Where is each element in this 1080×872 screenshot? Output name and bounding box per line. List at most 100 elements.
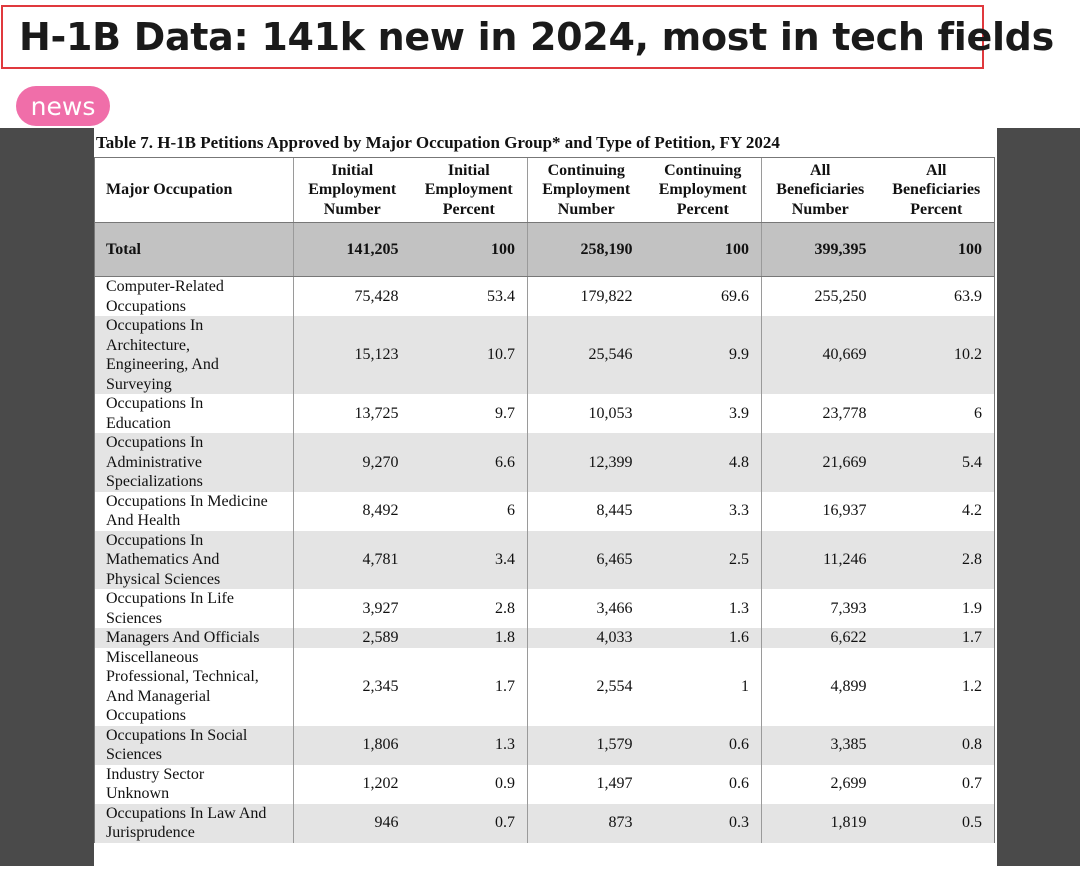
occupation-label-line: Education	[106, 414, 171, 432]
column-header-text: Beneficiaries	[776, 181, 865, 199]
cell-continuing-percent: 3.3	[729, 502, 749, 520]
table-row: Occupations In Social Sciences 1,806 1.3 1,5…	[94, 725, 995, 765]
column-header-text: Beneficiaries	[892, 181, 981, 199]
occupation-label-line: Unknown	[106, 785, 170, 802]
column-header-text: All	[810, 161, 831, 179]
occupation-cell: Occupations In Education	[94, 394, 294, 433]
occupation-label-line: Administrative	[106, 453, 202, 471]
occupation-table: Major Occupation Initial Employment Number I…	[94, 157, 995, 843]
column-header-initial-percent: Initial Employment Percent	[410, 157, 528, 223]
cell-all-number: 2,699	[761, 764, 879, 804]
total-cell-continuing-percent: 100	[644, 222, 762, 277]
occupation-label-line: Occupations In	[106, 317, 204, 334]
table-row: Miscellaneous Professional, Technical, And…	[94, 647, 995, 726]
post-title: H-1B Data: 141k new in 2024, most in tec…	[19, 15, 1054, 59]
news-tag[interactable]: news	[16, 86, 110, 126]
cell-all-number: 40,669	[761, 316, 879, 394]
cell-all-percent: 4.2	[878, 491, 995, 531]
table-row: Industry Sector Unknown 1,202 0.9 1,497 0.6 2,…	[94, 764, 995, 804]
cell-initial-percent: 0.7	[410, 803, 528, 843]
cell-all-number: 3,385	[761, 725, 879, 765]
cell-initial-percent: 6	[507, 502, 515, 520]
cell-continuing-percent: 4.8	[644, 433, 762, 492]
column-header-initial-number: Initial Employment Number	[293, 157, 411, 223]
occupation-cell: Occupations In Social Sciences	[94, 725, 294, 765]
cell-continuing-number: 1,497	[527, 764, 645, 804]
occupation-label-line: Occupations In Social	[106, 726, 248, 744]
column-header-text: Major Occupation	[106, 181, 233, 199]
occupation-cell: Occupations In Administrative Specializati…	[94, 433, 294, 492]
cell-continuing-number: 4,033	[527, 628, 645, 648]
cell-initial-percent: 6.6	[410, 433, 528, 492]
cell-all-number: 11,246	[761, 530, 879, 589]
cell-continuing-percent: 0.6	[729, 775, 749, 793]
table-row: Occupations In Law And Jurisprudence 946 0.…	[94, 803, 995, 843]
total-cell-occupation: Total	[94, 222, 294, 277]
document-viewer[interactable]: Table 7. H-1B Petitions Approved by Majo…	[0, 128, 1080, 866]
occupation-cell: Occupations In Life Sciences	[94, 589, 294, 628]
occupation-label-line: Mathematics And	[106, 551, 220, 568]
occupation-label-line: Occupations In Medicine	[106, 492, 268, 510]
document-page: Table 7. H-1B Petitions Approved by Majo…	[94, 128, 997, 866]
column-header-continuing-percent: Continuing Employment Percent	[644, 157, 762, 223]
cell-continuing-percent: 0.6	[644, 725, 762, 765]
total-cell-initial-number: 141,205	[293, 222, 411, 277]
cell-initial-number: 75,428	[293, 276, 411, 316]
cell-continuing-percent: 1.6	[644, 628, 762, 648]
cell-continuing-number: 3,466	[527, 589, 645, 628]
table-caption: Table 7. H-1B Petitions Approved by Majo…	[96, 133, 780, 152]
cell-all-percent: 0.5	[878, 803, 995, 843]
cell-continuing-percent: 9.9	[644, 316, 762, 394]
total-cell-all-percent: 100	[878, 222, 995, 277]
cell-all-number: 1,819	[761, 803, 879, 843]
cell-continuing-percent: 3.9	[729, 404, 749, 422]
cell-all-percent: 6	[878, 394, 995, 433]
total-row: Total 141,205 100 258,190 100 399,395 100	[94, 222, 995, 277]
cell-continuing-number: 873	[527, 803, 645, 843]
cell-all-number: 21,669	[761, 433, 879, 492]
cell-continuing-number: 179,822	[527, 276, 645, 316]
occupation-label-line: Engineering, And	[106, 356, 219, 373]
column-header-text: Number	[791, 200, 849, 218]
occupation-label-line: Physical Sciences	[106, 570, 221, 588]
cell-initial-percent: 0.9	[495, 775, 515, 793]
cell-initial-number: 4,781	[293, 530, 411, 589]
cell-initial-number: 1,806	[293, 725, 411, 765]
cell-all-number: 23,778	[761, 394, 879, 433]
cell-initial-number: 2,589	[293, 628, 411, 648]
cell-initial-percent: 3.4	[410, 530, 528, 589]
occupation-label-line: Architecture,	[106, 336, 190, 354]
occupation-label-line: Surveying	[106, 375, 172, 393]
cell-initial-percent: 1.7	[495, 677, 515, 695]
cell-initial-number: 13,725	[293, 394, 411, 433]
total-cell-continuing-number: 258,190	[527, 222, 645, 277]
column-header-occupation: Major Occupation	[94, 157, 294, 223]
occupation-label-line: Sciences	[106, 746, 162, 763]
occupation-cell: Occupations In Architecture, Engineering, …	[94, 316, 294, 394]
cell-initial-number: 946	[293, 803, 411, 843]
table-row: Occupations In Life Sciences 3,927 2.8 3,466…	[94, 589, 995, 628]
table-row: Managers And Officials 2,589 1.8 4,033 1.6 6,…	[94, 628, 995, 648]
cell-continuing-number: 6,465	[527, 530, 645, 589]
occupation-label-line: Occupations In	[106, 434, 204, 451]
occupation-label-line: Industry Sector	[106, 765, 205, 783]
occupation-cell: Miscellaneous Professional, Technical, And…	[94, 647, 294, 726]
cell-continuing-percent: 1.3	[729, 599, 749, 617]
occupation-label-line: Occupations	[106, 707, 186, 724]
occupation-cell: Occupations In Mathematics And Physical Sc…	[94, 530, 294, 589]
occupation-label-line: Jurisprudence	[106, 824, 195, 841]
column-header-text: Percent	[910, 200, 963, 218]
column-header-text: Percent	[442, 200, 495, 218]
occupation-label-line: And Managerial	[106, 687, 211, 705]
column-header-text: Employment	[542, 181, 631, 199]
column-header-text: Employment	[658, 181, 747, 199]
table-row: Occupations In Administrative Specializati…	[94, 433, 995, 492]
occupation-label-line: And Health	[106, 512, 181, 529]
column-header-text: Continuing	[664, 161, 742, 179]
table-row: Computer-Related Occupations 75,428 53.4 179…	[94, 276, 995, 316]
cell-initial-number: 9,270	[293, 433, 411, 492]
occupation-cell: Occupations In Medicine And Health	[94, 491, 294, 531]
cell-initial-percent: 2.8	[495, 599, 515, 617]
cell-all-percent: 63.9	[878, 276, 995, 316]
cell-all-percent: 5.4	[878, 433, 995, 492]
